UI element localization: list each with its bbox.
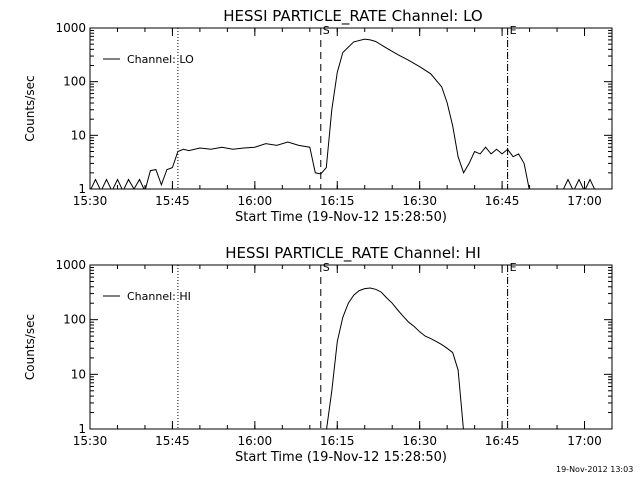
x-tick-label: 16:45 — [485, 194, 520, 208]
marker-label-e: E — [510, 261, 517, 274]
y-tick-label: 1000 — [55, 258, 86, 272]
y-tick-label: 10 — [71, 128, 86, 142]
y-tick-label: 1 — [78, 182, 86, 196]
y-tick-label: 100 — [63, 313, 86, 327]
x-tick-label: 16:00 — [238, 194, 273, 208]
y-axis-label: Counts/sec — [23, 314, 37, 380]
x-tick-label: 16:45 — [485, 434, 520, 448]
x-axis-label: Start Time (19-Nov-12 15:28:50) — [235, 210, 447, 225]
y-tick-label: 1000 — [55, 21, 86, 35]
marker-label-s: S — [323, 261, 330, 274]
x-tick-label: 16:15 — [320, 434, 355, 448]
x-tick-label: 16:30 — [402, 434, 437, 448]
chart-title: HESSI PARTICLE_RATE Channel: HI — [225, 244, 481, 263]
x-tick-label: 15:30 — [73, 434, 108, 448]
marker-label-s: S — [323, 24, 330, 37]
series-line — [90, 38, 596, 189]
y-tick-label: 1 — [78, 422, 86, 436]
x-tick-label: 16:15 — [320, 194, 355, 208]
x-tick-label: 15:30 — [73, 194, 108, 208]
y-tick-label: 10 — [71, 367, 86, 381]
y-axis-label: Counts/sec — [23, 75, 37, 141]
x-tick-label: 15:45 — [155, 434, 190, 448]
y-tick-label: 100 — [63, 75, 86, 89]
x-tick-label: 17:00 — [567, 434, 602, 448]
x-tick-label: 16:00 — [238, 434, 273, 448]
x-tick-label: 17:00 — [567, 194, 602, 208]
legend-label: Channel: LO — [127, 53, 194, 66]
panel-hi: HESSI PARTICLE_RATE Channel: HI 15:30 15:4… — [23, 244, 613, 465]
x-axis-label: Start Time (19-Nov-12 15:28:50) — [235, 450, 447, 465]
timestamp: 19-Nov-2012 13:03 — [556, 465, 633, 474]
panel-lo: HESSI PARTICLE_RATE Channel: LO 15:30 15:4… — [23, 7, 613, 225]
marker-label-e: E — [510, 24, 517, 37]
series-line — [326, 287, 464, 429]
plot-frame — [89, 27, 613, 190]
x-tick-label: 15:45 — [155, 194, 190, 208]
legend-label: Channel: HI — [127, 290, 191, 303]
x-tick-label: 16:30 — [402, 194, 437, 208]
chart-title: HESSI PARTICLE_RATE Channel: LO — [223, 7, 482, 26]
